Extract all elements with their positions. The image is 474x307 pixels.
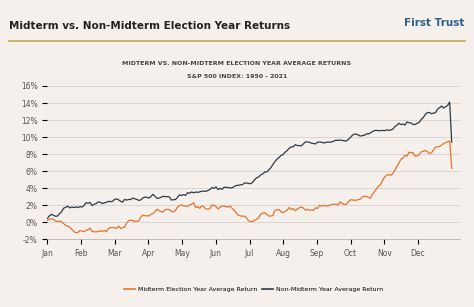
Legend: Midterm Election Year Average Return, Non-Midterm Year Average Return: Midterm Election Year Average Return, No…	[122, 284, 385, 295]
Text: Midterm vs. Non-Midterm Election Year Returns: Midterm vs. Non-Midterm Election Year Re…	[9, 21, 291, 32]
Text: S&P 500 INDEX: 1950 - 2021: S&P 500 INDEX: 1950 - 2021	[187, 74, 287, 79]
Text: First Trust: First Trust	[404, 18, 465, 29]
Text: MIDTERM VS. NON-MIDTERM ELECTION YEAR AVERAGE RETURNS: MIDTERM VS. NON-MIDTERM ELECTION YEAR AV…	[122, 61, 352, 66]
